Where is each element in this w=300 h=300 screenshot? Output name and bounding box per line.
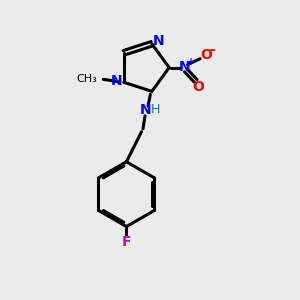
Text: H: H bbox=[151, 103, 160, 116]
Text: N: N bbox=[179, 60, 190, 74]
Text: O: O bbox=[192, 80, 204, 94]
Text: +: + bbox=[187, 57, 195, 67]
Text: CH₃: CH₃ bbox=[76, 74, 98, 84]
Text: –: – bbox=[208, 44, 215, 58]
Text: F: F bbox=[122, 235, 131, 249]
Text: N: N bbox=[152, 34, 164, 48]
Text: N: N bbox=[111, 74, 122, 88]
Text: O: O bbox=[200, 48, 212, 62]
Text: N: N bbox=[140, 103, 151, 118]
